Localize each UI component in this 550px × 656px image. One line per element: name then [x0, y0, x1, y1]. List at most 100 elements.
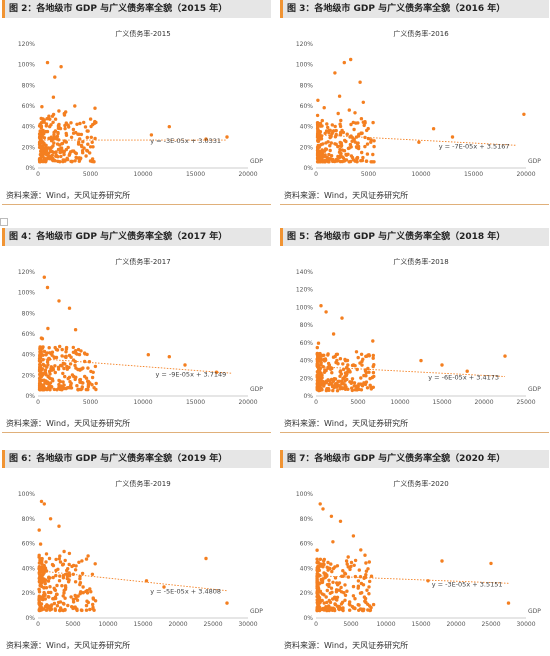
data-point [328, 128, 332, 132]
data-point [333, 382, 338, 386]
data-point [77, 132, 81, 136]
data-point [50, 377, 55, 381]
data-point [48, 372, 52, 376]
source-note: 资料来源：Wind，天风证券研究所 [284, 641, 409, 650]
data-point [54, 592, 59, 596]
data-point [37, 587, 41, 591]
x-tick-label: 10000 [133, 399, 152, 406]
data-point [84, 603, 89, 608]
data-point [85, 588, 89, 593]
data-point [368, 579, 372, 584]
data-point [345, 589, 349, 593]
y-tick-label: 100% [18, 491, 35, 498]
data-point [363, 553, 367, 557]
trend-line [41, 358, 233, 374]
data-point [324, 141, 328, 145]
data-point [345, 370, 350, 374]
data-point [344, 559, 349, 563]
chart-title: 广义债务率-2018 [393, 257, 448, 266]
source-note: 资料来源：Wind，天风证券研究所 [284, 191, 409, 200]
data-point [57, 579, 62, 583]
data-point [71, 597, 76, 602]
data-point [335, 385, 339, 389]
data-point [54, 573, 58, 578]
y-tick-label: 40% [22, 124, 36, 131]
data-point [321, 365, 325, 369]
data-point [53, 136, 58, 140]
data-point [354, 159, 359, 163]
data-point [319, 304, 323, 308]
data-point [92, 160, 96, 164]
data-point [417, 140, 421, 144]
data-point [316, 155, 320, 160]
data-point [204, 556, 208, 561]
data-point [45, 285, 50, 290]
data-point [81, 151, 85, 155]
figure-title: 图 7：各地级市 GDP 与广义债务率全貌（2020 年） [280, 450, 549, 468]
data-point [80, 608, 84, 613]
data-point [90, 157, 95, 161]
data-point [44, 578, 48, 582]
data-point [78, 121, 82, 126]
data-point [69, 595, 73, 599]
scatter-chart-2016: 广义债务率-2016 0% 20% 40% 60% 80% 100% 120% 0 5000 100… [296, 29, 541, 178]
data-point [62, 602, 66, 606]
data-point [431, 127, 436, 131]
data-point [338, 147, 342, 152]
data-point [350, 155, 355, 160]
data-point [60, 141, 65, 146]
y-tick-label: 120% [296, 41, 313, 48]
data-point [335, 389, 340, 393]
panel-2017: 图 4：各地级市 GDP 与广义债务率全貌（2017 年） 广义债务率-2017… [2, 228, 271, 434]
data-point [365, 142, 370, 146]
data-point [37, 590, 42, 594]
data-point [316, 607, 320, 612]
x-tick-label: 0 [36, 171, 40, 178]
data-point [58, 560, 63, 564]
data-point [38, 160, 42, 164]
data-point [81, 585, 85, 589]
source-note: 资料来源：Wind，天风证券研究所 [284, 419, 409, 428]
x-tick-label: 10000 [376, 621, 395, 628]
data-point [341, 156, 345, 160]
source-note: 资料来源：Wind，天风证券研究所 [6, 641, 131, 650]
data-point [45, 157, 49, 161]
y-tick-label: 0% [303, 615, 313, 622]
data-point [348, 567, 352, 572]
data-point [343, 593, 348, 597]
data-point [345, 562, 349, 566]
data-point [45, 351, 49, 355]
data-point [54, 153, 58, 157]
data-point [337, 94, 342, 98]
data-point [325, 387, 329, 391]
data-point [322, 601, 326, 605]
data-point [337, 588, 341, 592]
data-point [331, 157, 335, 162]
data-point [73, 605, 77, 609]
data-point [355, 156, 359, 161]
data-point [55, 583, 59, 588]
trend-line [318, 366, 506, 377]
data-point [321, 507, 325, 511]
data-point [61, 608, 65, 613]
data-point [93, 562, 97, 566]
x-tick-label: 20000 [474, 399, 493, 406]
data-point [315, 373, 319, 377]
data-point [327, 152, 331, 157]
y-tick-label: 20% [300, 375, 314, 382]
figure-title: 图 2：各地级市 GDP 与广义债务率全貌（2015 年） [2, 0, 271, 18]
data-point [325, 600, 329, 605]
x-tick-label: 25000 [481, 621, 500, 628]
y-tick-label: 120% [18, 269, 35, 276]
data-point [65, 576, 69, 581]
data-point [40, 575, 44, 579]
data-point [353, 597, 357, 601]
data-point [77, 560, 81, 564]
data-point [93, 106, 97, 110]
data-point [337, 607, 341, 611]
data-point [49, 590, 53, 595]
data-point [331, 332, 336, 336]
x-tick-label: 0 [314, 399, 318, 406]
data-point [340, 382, 344, 386]
divider [2, 204, 271, 205]
